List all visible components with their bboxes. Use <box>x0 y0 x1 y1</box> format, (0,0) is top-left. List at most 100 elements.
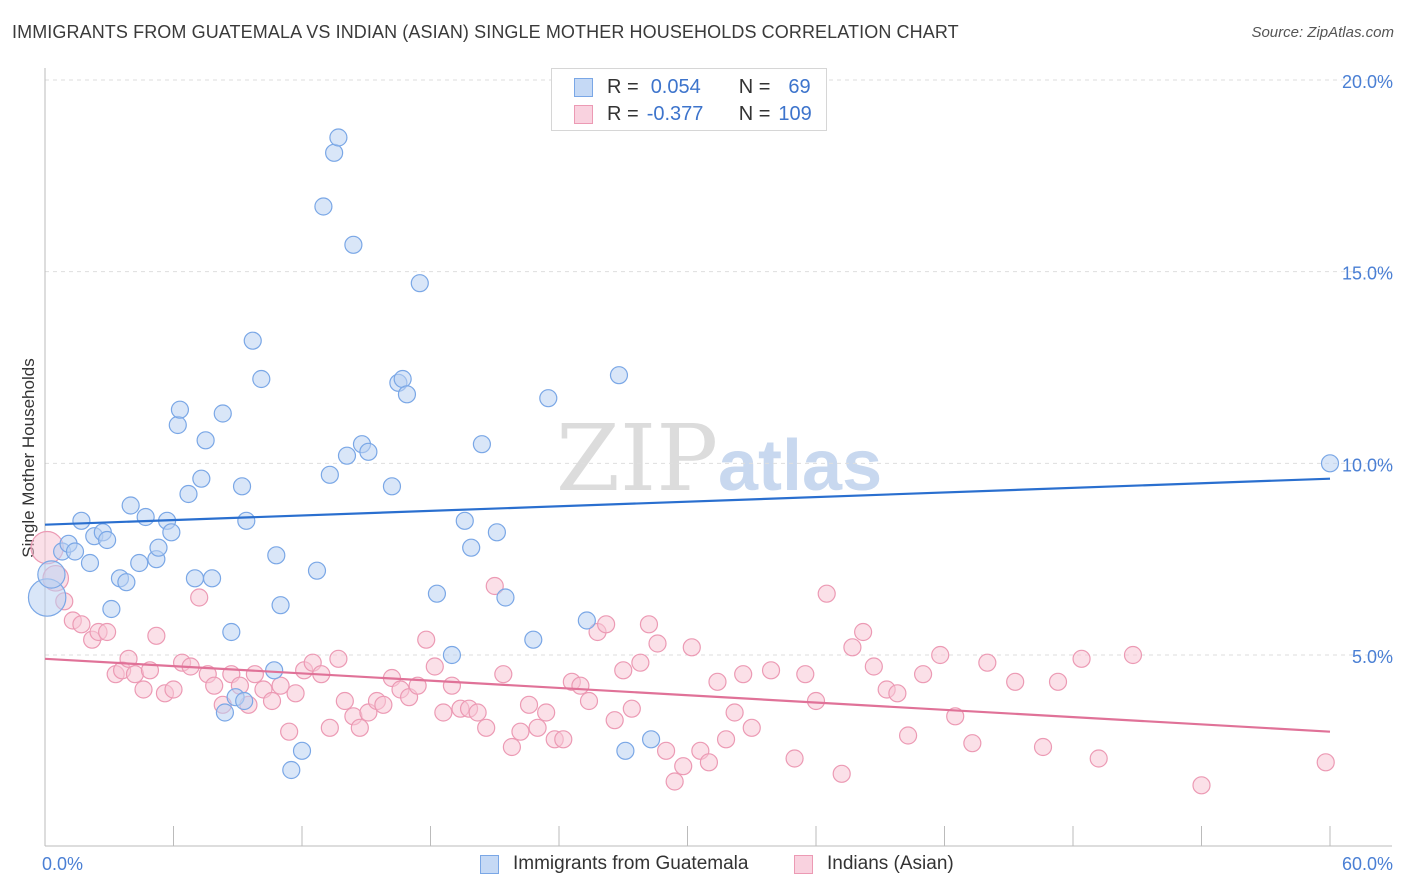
point-indians <box>434 703 453 722</box>
point-guatemala <box>271 596 290 615</box>
point-guatemala <box>314 197 333 216</box>
y-tick-label: 20.0% <box>1342 72 1393 92</box>
point-indians <box>946 707 965 726</box>
point-guatemala <box>202 569 222 588</box>
point-indians <box>286 684 305 703</box>
point-indians <box>1048 672 1068 691</box>
point-indians <box>511 722 530 741</box>
point-indians <box>519 695 539 714</box>
bottom-legend-swatch-guatemala <box>480 854 499 874</box>
point-guatemala <box>117 573 136 592</box>
point-guatemala <box>252 369 271 389</box>
legend-n-value: 109 <box>778 102 812 125</box>
point-guatemala <box>98 530 117 550</box>
point-indians <box>674 757 693 776</box>
point-guatemala <box>267 546 286 565</box>
point-guatemala <box>136 507 155 527</box>
point-indians <box>1033 737 1053 757</box>
point-indians <box>320 718 339 737</box>
point-indians <box>699 753 719 772</box>
point-guatemala <box>427 584 447 603</box>
point-guatemala <box>102 599 121 619</box>
y-tick-label: 5.0% <box>1352 647 1393 667</box>
legend-n-label: N = <box>738 102 771 125</box>
point-indians <box>605 711 624 730</box>
x-tick-label: 0.0% <box>42 854 83 874</box>
trend-line-indians <box>44 657 1331 733</box>
point-indians <box>854 622 873 642</box>
legend-n-label: N = <box>738 75 771 98</box>
point-indians <box>631 653 650 672</box>
point-indians <box>817 584 836 603</box>
point-indians <box>978 653 997 672</box>
legend-row-guatemala: R = 0.054 N = 69 <box>574 75 811 99</box>
point-indians <box>1072 649 1091 668</box>
point-guatemala <box>462 538 481 557</box>
point-guatemala <box>329 128 348 147</box>
point-indians <box>622 699 641 718</box>
point-indians <box>648 634 667 653</box>
point-indians <box>864 657 883 676</box>
point-guatemala <box>292 741 312 760</box>
point-indians <box>425 657 444 676</box>
point-indians <box>125 665 145 684</box>
trend-lines <box>44 477 1331 733</box>
point-indians <box>656 741 676 760</box>
point-guatemala <box>282 760 301 780</box>
watermark-atlas: atlas <box>718 426 882 506</box>
point-guatemala <box>382 477 402 496</box>
point-guatemala <box>232 477 252 496</box>
point-guatemala <box>307 561 327 580</box>
point-guatemala <box>168 415 187 435</box>
point-indians <box>1316 753 1335 772</box>
point-guatemala <box>162 523 181 542</box>
point-indians <box>245 665 264 684</box>
point-indians <box>1192 776 1211 795</box>
point-guatemala <box>609 366 629 385</box>
point-guatemala <box>130 553 149 573</box>
point-guatemala <box>179 484 198 504</box>
point-indians <box>442 676 462 695</box>
watermark: ZIP atlas <box>556 405 882 512</box>
point-indians <box>734 665 753 684</box>
point-guatemala <box>1320 454 1340 473</box>
point-indians <box>682 638 701 657</box>
point-guatemala <box>192 469 211 488</box>
bottom-legend-indians: Indians (Asian) <box>794 852 954 876</box>
point-indians <box>597 615 616 634</box>
legend-n-value: 69 <box>788 75 811 98</box>
bottom-legend-swatch-indians <box>794 854 813 874</box>
point-indians <box>639 615 659 634</box>
point-indians <box>579 691 599 711</box>
point-guatemala <box>577 611 596 630</box>
bottom-legend-label-guatemala: Immigrants from Guatemala <box>513 853 749 874</box>
point-indians <box>843 638 862 657</box>
point-guatemala <box>524 630 543 649</box>
point-guatemala <box>442 645 462 665</box>
point-guatemala <box>265 661 284 680</box>
point-indians <box>537 703 556 722</box>
axes <box>44 68 1392 847</box>
point-guatemala <box>344 235 363 254</box>
point-indians <box>1123 645 1143 665</box>
point-indians <box>502 737 521 757</box>
point-indians <box>742 718 761 737</box>
point-guatemala <box>235 691 254 711</box>
point-guatemala <box>487 523 506 542</box>
source-label: Source: ZipAtlas.com <box>1251 24 1394 41</box>
point-guatemala <box>215 703 234 722</box>
point-guatemala <box>393 369 412 389</box>
point-indians <box>417 630 436 649</box>
y-tick-labels: 5.0% 10.0% 15.0% 20.0% <box>1342 72 1393 667</box>
point-indians <box>329 649 348 668</box>
chart-title: IMMIGRANTS FROM GUATEMALA VS INDIAN (ASI… <box>12 22 959 42</box>
point-guatemala <box>455 511 474 530</box>
point-indians <box>335 691 354 711</box>
point-guatemala <box>37 560 66 589</box>
point-guatemala <box>185 569 205 588</box>
point-indians <box>477 718 496 737</box>
point-indians <box>913 665 933 684</box>
point-indians <box>190 588 209 607</box>
point-guatemala <box>496 588 515 607</box>
